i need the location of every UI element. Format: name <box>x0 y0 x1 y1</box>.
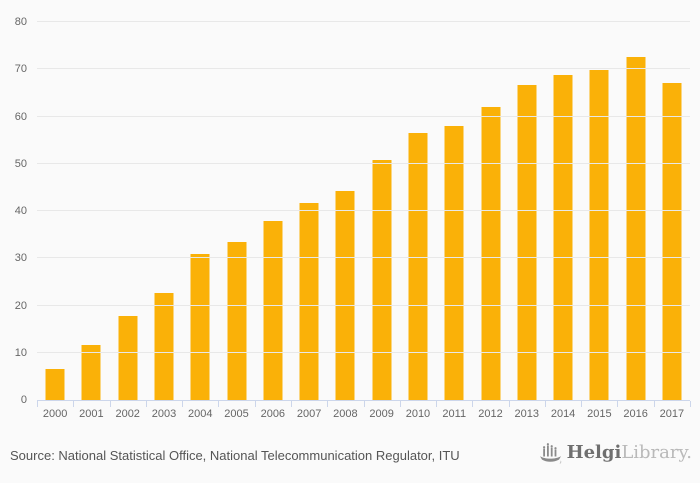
bar-2009[interactable] <box>372 160 392 400</box>
bar-2006[interactable] <box>263 220 283 400</box>
x-axis-label: 2007 <box>296 408 322 420</box>
bar-2014[interactable] <box>553 75 573 400</box>
bar-slot: 2008 <box>327 22 363 420</box>
x-tick <box>581 401 583 407</box>
x-axis-label: 2000 <box>42 408 68 420</box>
bar-slot: 2002 <box>110 22 146 420</box>
x-tick <box>290 401 292 407</box>
bar-slot: 2016 <box>618 22 654 420</box>
x-tick <box>436 401 438 407</box>
x-tick <box>109 401 111 407</box>
bar-2004[interactable] <box>190 254 210 400</box>
x-axis-label: 2016 <box>623 408 648 420</box>
bar-2010[interactable] <box>408 132 428 400</box>
bar-slot: 2010 <box>400 22 436 420</box>
x-axis-label: 2014 <box>550 408 576 420</box>
bar-2012[interactable] <box>481 107 501 400</box>
x-axis-label: 2004 <box>188 408 213 420</box>
x-axis-label: 2002 <box>115 408 140 420</box>
x-axis-label: 2015 <box>587 408 612 420</box>
bar-slot: 2000 <box>37 22 73 420</box>
bar-slot: 2009 <box>364 22 400 420</box>
y-axis-label: 50 <box>14 157 27 170</box>
bar-2001[interactable] <box>81 345 101 400</box>
x-axis-label: 2008 <box>333 408 358 420</box>
plot-area: 2000 2001 2002 2003 2004 2005 2006 2007 2008 2009… <box>37 21 691 420</box>
x-axis-label: 2005 <box>224 408 249 420</box>
x-tick <box>254 401 256 407</box>
x-tick <box>37 401 38 407</box>
logo-wordmark: HelgiLibrary. <box>567 441 692 465</box>
bar-chart: 2000 2001 2002 2003 2004 2005 2006 2007 2008 2009… <box>14 16 691 420</box>
bar-2007[interactable] <box>299 203 319 400</box>
bar-slot: 2004 <box>182 22 218 420</box>
y-axis-label: 60 <box>14 110 27 123</box>
x-tick <box>363 401 365 407</box>
y-axis-label: 80 <box>14 16 27 28</box>
bar-slot: 2011 <box>436 22 472 420</box>
y-axis-label: 40 <box>14 205 27 217</box>
viking-ship-icon <box>538 441 563 465</box>
bar-2011[interactable] <box>444 126 464 400</box>
bar-slot: 2007 <box>291 22 327 420</box>
grid-line <box>37 304 690 306</box>
grid-line <box>37 351 690 353</box>
bar-slots: 2000 2001 2002 2003 2004 2005 2006 2007 2008 2009… <box>37 22 690 420</box>
helgi-library-logo[interactable]: HelgiLibrary. <box>538 441 692 465</box>
y-axis-label: 70 <box>14 63 27 76</box>
source-text: Source: National Statistical Office, Nat… <box>10 448 460 463</box>
bar-2008[interactable] <box>335 191 355 400</box>
y-axis-label: 0 <box>20 394 27 406</box>
x-tick <box>327 401 329 407</box>
x-axis-label: 2011 <box>442 408 467 420</box>
x-tick <box>399 401 401 407</box>
bar-slot: 2005 <box>218 22 254 420</box>
grid-line <box>37 68 690 70</box>
grid-line <box>37 210 690 211</box>
bar-slot: 2012 <box>472 22 508 420</box>
x-tick <box>508 401 510 407</box>
bar-2005[interactable] <box>227 242 247 400</box>
y-axis-label: 10 <box>14 346 27 359</box>
bar-slot: 2017 <box>654 22 690 420</box>
logo-library: Library. <box>621 442 692 463</box>
x-axis-label: 2009 <box>369 408 394 420</box>
bar-slot: 2001 <box>73 22 109 420</box>
logo-helgi: Helgi <box>566 442 622 463</box>
bar-2000[interactable] <box>45 368 65 400</box>
y-axis-label: 20 <box>14 299 27 312</box>
bar-2002[interactable] <box>118 315 138 400</box>
grid-line <box>37 162 690 164</box>
x-axis-label: 2013 <box>514 408 540 420</box>
bar-slot: 2013 <box>509 22 545 420</box>
x-tick <box>182 401 184 407</box>
bar-2016[interactable] <box>626 57 646 400</box>
x-tick <box>544 401 546 407</box>
x-axis-label: 2003 <box>151 408 177 420</box>
bar-2017[interactable] <box>662 83 682 400</box>
bar-2015[interactable] <box>589 70 609 400</box>
x-axis-label: 2017 <box>659 408 685 420</box>
x-axis-label: 2010 <box>405 408 431 420</box>
x-tick <box>73 401 75 407</box>
bar-slot: 2015 <box>581 22 617 420</box>
bar-slot: 2014 <box>545 22 581 420</box>
bar-slot: 2006 <box>255 22 291 420</box>
x-axis-label: 2012 <box>478 408 503 420</box>
x-axis-label: 2006 <box>260 408 286 420</box>
y-axis-label: 30 <box>14 252 27 265</box>
x-tick <box>218 401 220 407</box>
bar-2003[interactable] <box>154 292 174 400</box>
grid-line <box>37 21 690 22</box>
bar-slot: 2003 <box>146 22 182 420</box>
grid-line <box>37 257 690 259</box>
x-tick <box>472 401 474 407</box>
x-axis-label: 2001 <box>79 408 104 420</box>
x-tick <box>617 401 619 407</box>
bar-2013[interactable] <box>517 85 537 400</box>
grid-line <box>37 115 690 117</box>
x-tick <box>653 401 655 407</box>
x-tick <box>145 401 147 407</box>
x-tick <box>690 401 691 407</box>
